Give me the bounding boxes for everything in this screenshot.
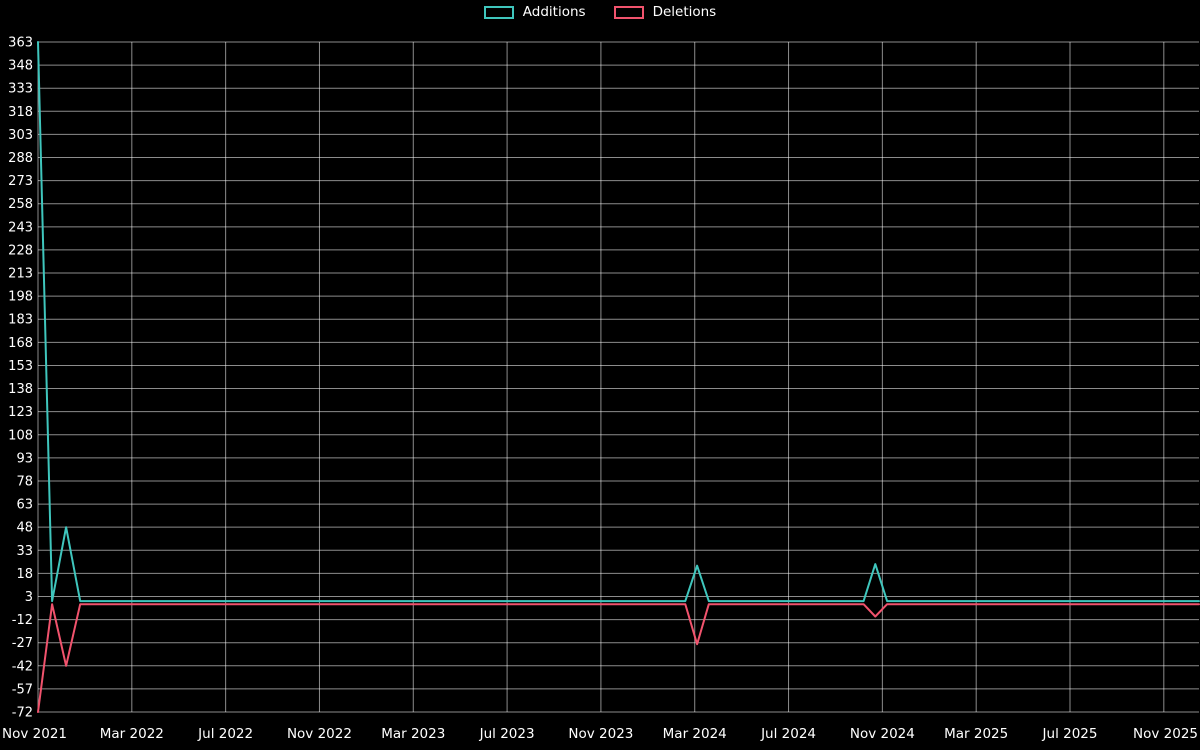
x-tick-label: Jul 2025	[1042, 726, 1098, 742]
y-tick-label: -12	[12, 613, 33, 628]
deletions-swatch-icon	[613, 6, 644, 20]
y-tick-label: -27	[12, 636, 33, 651]
y-tick-label: 333	[8, 82, 33, 97]
y-tick-label: 363	[8, 36, 33, 51]
y-tick-label: 258	[8, 197, 33, 212]
y-tick-label: 48	[16, 521, 33, 536]
y-tick-label: 228	[8, 243, 33, 258]
legend-item-additions[interactable]: Additions	[483, 4, 586, 20]
y-tick-label: -72	[12, 706, 33, 721]
y-tick-label: 33	[16, 544, 33, 559]
y-tick-label: 213	[8, 267, 33, 282]
x-tick-label: Mar 2024	[663, 726, 727, 742]
y-tick-label: 288	[8, 151, 33, 166]
x-tick-label: Mar 2025	[944, 726, 1008, 742]
x-tick-label: Jul 2024	[760, 726, 816, 742]
y-tick-label: 348	[8, 59, 33, 74]
x-tick-label: Nov 2021	[2, 726, 67, 742]
y-tick-label: 183	[8, 313, 33, 328]
y-tick-label: 63	[16, 498, 33, 513]
y-tick-label: 318	[8, 105, 33, 120]
y-tick-label: 198	[8, 290, 33, 305]
x-tick-label: Jul 2022	[197, 726, 253, 742]
y-tick-label: 153	[8, 359, 33, 374]
x-tick-label: Mar 2023	[381, 726, 445, 742]
y-tick-label: 303	[8, 128, 33, 143]
x-tick-label: Jul 2023	[479, 726, 535, 742]
y-tick-label: 18	[16, 567, 33, 582]
y-tick-label: 138	[8, 382, 33, 397]
y-tick-label: -42	[12, 659, 33, 674]
x-tick-label: Nov 2024	[850, 726, 915, 742]
y-tick-label: 78	[16, 474, 33, 489]
x-tick-label: Nov 2025	[1133, 726, 1198, 742]
y-tick-label: 243	[8, 220, 33, 235]
y-tick-label: 3	[25, 590, 33, 605]
x-tick-label: Mar 2022	[100, 726, 164, 742]
y-tick-label: -57	[12, 682, 33, 697]
x-tick-label: Nov 2022	[287, 726, 352, 742]
x-tick-label: Nov 2023	[568, 726, 633, 742]
y-tick-label: 108	[8, 428, 33, 443]
legend-label-additions: Additions	[522, 4, 586, 20]
series-line-deletions	[37, 603, 1200, 713]
y-tick-label: 93	[16, 451, 33, 466]
series-line-additions	[37, 41, 1200, 603]
chart-legend: Additions Deletions	[0, 4, 1200, 20]
legend-item-deletions[interactable]: Deletions	[613, 4, 717, 20]
y-tick-label: 273	[8, 174, 33, 189]
y-tick-label: 168	[8, 336, 33, 351]
legend-label-deletions: Deletions	[652, 4, 717, 20]
additions-swatch-icon	[483, 6, 514, 20]
y-tick-label: 123	[8, 405, 33, 420]
